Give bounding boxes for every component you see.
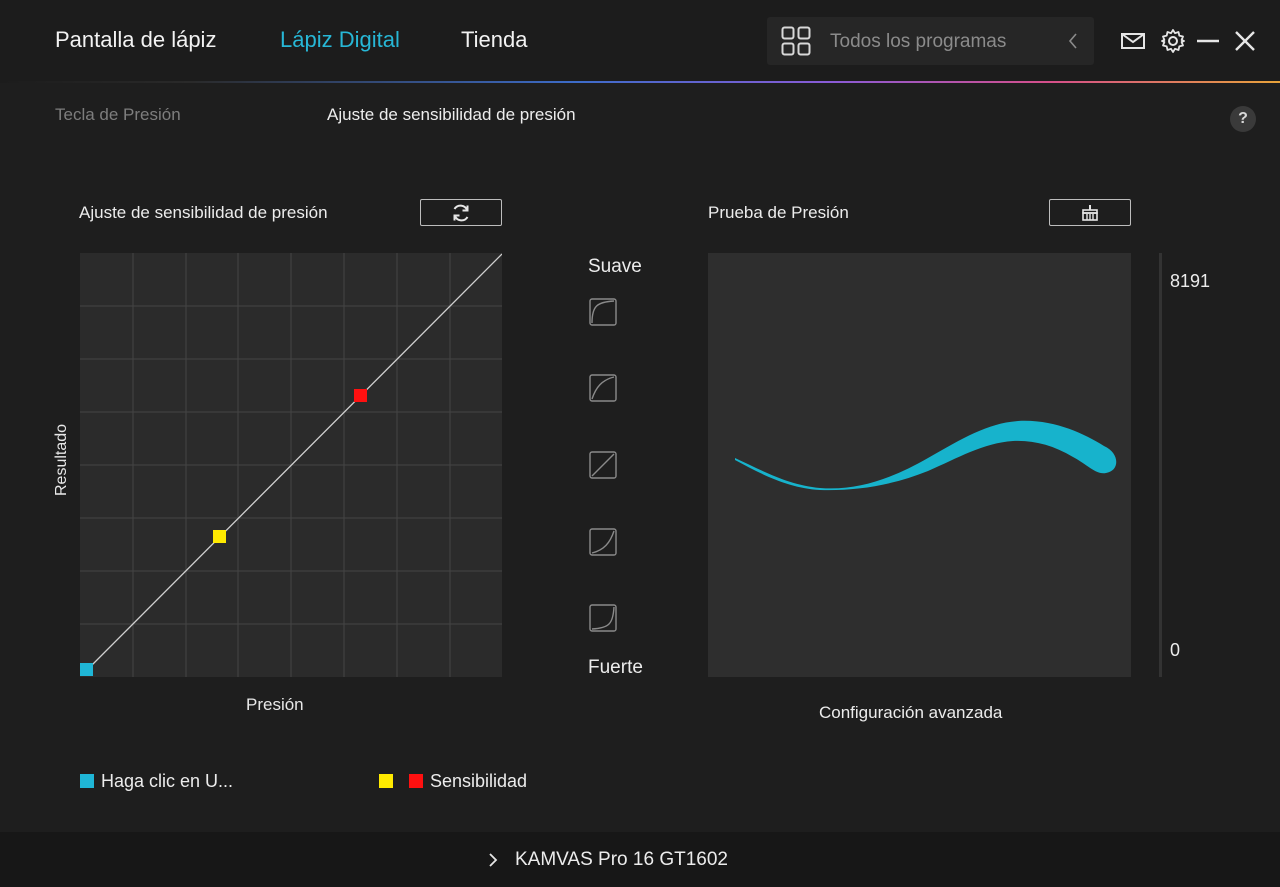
legend-high-swatch: [409, 774, 423, 788]
program-selector-label: Todos los programas: [830, 31, 1007, 52]
header-divider: [0, 81, 1280, 83]
advanced-settings-link[interactable]: Configuración avanzada: [819, 703, 1003, 722]
preset-firm-label: Fuerte: [588, 657, 643, 678]
minimize-icon[interactable]: [1195, 28, 1221, 54]
program-selector[interactable]: Todos los programas: [767, 17, 1094, 65]
pressure-curve-graph[interactable]: [80, 253, 502, 677]
tab-pressure-key[interactable]: Tecla de Presión: [55, 105, 181, 124]
curve-point-start[interactable]: [80, 663, 93, 676]
curve-panel-title: Ajuste de sensibilidad de presión: [79, 203, 328, 222]
preset-curve-firm-icon[interactable]: [589, 528, 617, 556]
mail-icon[interactable]: [1120, 28, 1146, 54]
curve-y-axis-label: Resultado: [53, 423, 70, 496]
pressure-curve-line: [85, 253, 502, 672]
preset-soft-label: Suave: [588, 256, 642, 277]
legend-low-swatch: [379, 774, 393, 788]
tab-pressure-sensitivity[interactable]: Ajuste de sensibilidad de presión: [327, 105, 576, 124]
clear-icon: [1082, 204, 1098, 221]
pressure-level-bar: [1159, 253, 1162, 677]
grid-icon: [781, 26, 811, 56]
curve-point-low[interactable]: [213, 530, 226, 543]
preset-curve-linear-icon[interactable]: [589, 451, 617, 479]
legend-start-label: Haga clic en U...: [101, 771, 234, 791]
preset-curve-soft-icon[interactable]: [589, 374, 617, 402]
pressure-test-canvas[interactable]: [708, 253, 1131, 677]
close-icon[interactable]: [1232, 28, 1258, 54]
help-button[interactable]: ?: [1230, 106, 1256, 132]
preset-curve-firmest-icon[interactable]: [589, 604, 617, 632]
curve-point-high[interactable]: [354, 389, 367, 402]
pressure-max-value: 8191: [1170, 271, 1211, 291]
preset-curve-softest-icon[interactable]: [589, 298, 617, 326]
pressure-min-value: 0: [1170, 640, 1181, 660]
test-panel-title: Prueba de Presión: [708, 203, 849, 222]
gear-icon[interactable]: [1160, 28, 1186, 54]
reset-curve-button[interactable]: [420, 199, 502, 226]
tab-digital-pen[interactable]: Lápiz Digital: [280, 27, 400, 52]
pressure-test-stroke: [735, 420, 1117, 491]
curve-grid: [80, 253, 502, 677]
legend-start-swatch: [80, 774, 94, 788]
curve-x-axis-label: Presión: [246, 695, 304, 714]
legend-sensitivity-label: Sensibilidad: [430, 771, 528, 791]
chevron-left-icon[interactable]: [1066, 29, 1080, 53]
tab-store[interactable]: Tienda: [461, 27, 528, 52]
device-name: KAMVAS Pro 16 GT1602: [515, 849, 728, 870]
device-footer[interactable]: KAMVAS Pro 16 GT1602: [0, 832, 1280, 887]
refresh-icon: [453, 204, 469, 221]
top-bar: Pantalla de lápiz Lápiz Digital Tienda T…: [0, 0, 1280, 82]
chevron-right-icon: [489, 853, 498, 867]
tab-pen-display[interactable]: Pantalla de lápiz: [55, 27, 217, 52]
clear-test-button[interactable]: [1049, 199, 1131, 226]
